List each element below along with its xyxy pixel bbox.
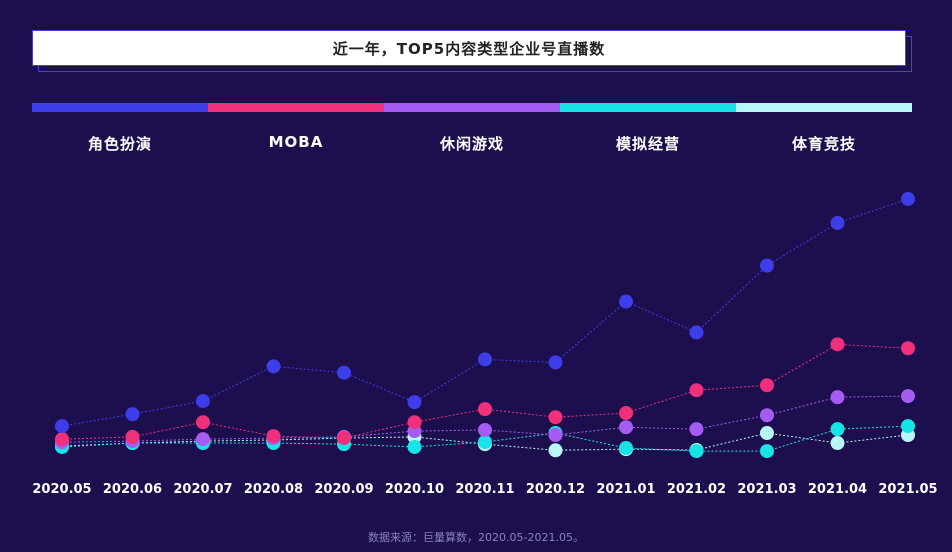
legend-label-moba: MOBA bbox=[268, 133, 324, 151]
legend-label-simulation: 模拟经营 bbox=[615, 135, 680, 153]
data-point-s2-2020.11 bbox=[478, 422, 492, 437]
data-point-s1-2021.05 bbox=[901, 341, 915, 356]
legend-band-role-play bbox=[32, 103, 208, 112]
data-point-s3-2020.10 bbox=[407, 439, 422, 454]
data-point-s0-2020.08 bbox=[266, 359, 281, 374]
series-line-0 bbox=[61, 198, 909, 427]
chart-title: 近一年，TOP5内容类型企业号直播数 bbox=[32, 30, 906, 66]
data-point-s0-2020.12 bbox=[548, 355, 563, 370]
data-point-s2-2021.03 bbox=[760, 408, 774, 423]
data-point-s0-2020.10 bbox=[407, 395, 422, 410]
legend-band-simulation bbox=[560, 103, 736, 112]
data-point-s0-2021.03 bbox=[760, 258, 774, 273]
data-point-s4-2020.12 bbox=[548, 443, 563, 458]
data-point-s4-2021.04 bbox=[830, 436, 845, 451]
data-point-s1-2020.06 bbox=[125, 429, 140, 444]
data-point-s0-2020.06 bbox=[125, 407, 140, 422]
x-tick-label: 2021.05 bbox=[878, 482, 937, 497]
data-point-s1-2021.03 bbox=[760, 378, 774, 393]
x-tick-label: 2021.03 bbox=[737, 482, 796, 497]
data-point-s0-2021.05 bbox=[901, 191, 915, 206]
x-tick-label: 2020.06 bbox=[103, 482, 162, 497]
legend-band-sports bbox=[736, 103, 912, 112]
legend-label-role-play: 角色扮演 bbox=[87, 135, 152, 153]
data-point-s1-2020.12 bbox=[548, 410, 563, 425]
x-tick-label: 2020.12 bbox=[526, 482, 585, 497]
data-point-s0-2021.01 bbox=[619, 294, 633, 309]
x-tick-label: 2020.09 bbox=[314, 482, 373, 497]
data-point-s1-2021.01 bbox=[619, 406, 633, 421]
x-tick-label: 2020.10 bbox=[385, 482, 444, 497]
x-tick-label: 2021.01 bbox=[596, 482, 655, 497]
data-point-s3-2021.05 bbox=[901, 419, 915, 434]
data-point-s2-2020.12 bbox=[548, 427, 563, 442]
data-point-s0-2020.11 bbox=[478, 352, 492, 367]
data-point-s1-2020.10 bbox=[407, 415, 422, 430]
data-point-s0-2021.02 bbox=[689, 325, 704, 340]
x-tick-label: 2020.05 bbox=[32, 482, 91, 497]
data-point-s2-2020.07 bbox=[196, 432, 210, 447]
data-point-s1-2020.09 bbox=[337, 431, 351, 446]
source-note: 数据来源：巨量算数，2020.05-2021.05。 bbox=[368, 531, 584, 544]
data-point-s3-2021.03 bbox=[760, 444, 774, 459]
x-tick-label: 2021.04 bbox=[808, 482, 867, 497]
data-point-s1-2020.07 bbox=[196, 415, 210, 430]
data-point-s0-2021.04 bbox=[830, 215, 845, 230]
data-point-s4-2021.03 bbox=[760, 426, 774, 441]
x-tick-label: 2020.08 bbox=[244, 482, 303, 497]
legend-label-sports: 体育竞技 bbox=[791, 135, 856, 153]
data-point-s2-2021.04 bbox=[830, 390, 845, 405]
data-point-s1-2021.04 bbox=[830, 337, 845, 352]
data-point-s1-2020.08 bbox=[266, 429, 281, 444]
data-point-s2-2021.01 bbox=[619, 420, 633, 435]
x-tick-label: 2020.07 bbox=[173, 482, 232, 497]
legend: 角色扮演 MOBA 休闲游戏 模拟经营 体育竞技 bbox=[32, 133, 912, 154]
x-tick-label: 2020.11 bbox=[455, 482, 514, 497]
data-point-s3-2021.01 bbox=[619, 441, 633, 456]
data-point-s2-2021.02 bbox=[689, 422, 704, 437]
data-point-s0-2020.07 bbox=[196, 394, 210, 409]
data-point-s3-2021.02 bbox=[689, 444, 704, 459]
legend-band-moba bbox=[208, 103, 384, 112]
legend-label-casual: 休闲游戏 bbox=[439, 135, 504, 153]
data-point-s3-2021.04 bbox=[830, 422, 845, 437]
data-point-s0-2020.09 bbox=[337, 365, 351, 380]
data-point-s2-2021.05 bbox=[901, 389, 915, 404]
data-point-s1-2021.02 bbox=[689, 383, 704, 398]
data-point-s1-2020.05 bbox=[55, 432, 69, 447]
legend-band-casual bbox=[384, 103, 560, 112]
data-point-s3-2020.11 bbox=[478, 434, 492, 449]
legend-color-bands bbox=[32, 103, 912, 112]
data-point-s1-2020.11 bbox=[478, 402, 492, 417]
data-point-s0-2020.05 bbox=[55, 419, 69, 434]
x-tick-label: 2021.02 bbox=[667, 482, 726, 497]
